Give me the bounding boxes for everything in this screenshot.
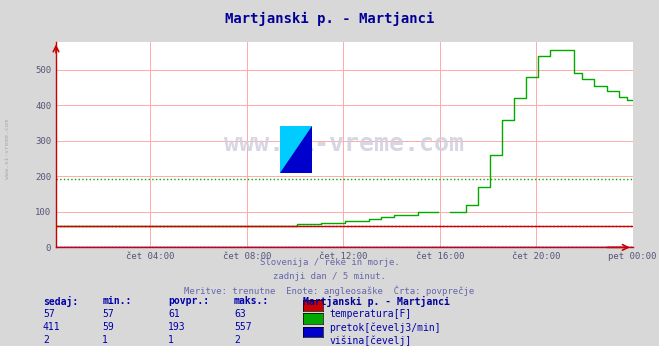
- Text: 2: 2: [234, 335, 240, 345]
- Text: 59: 59: [102, 322, 114, 332]
- Text: 411: 411: [43, 322, 61, 332]
- Text: povpr.:: povpr.:: [168, 296, 209, 306]
- Text: min.:: min.:: [102, 296, 132, 306]
- Text: Slovenija / reke in morje.: Slovenija / reke in morje.: [260, 258, 399, 267]
- Text: 57: 57: [43, 309, 55, 319]
- Polygon shape: [280, 126, 312, 173]
- Text: 57: 57: [102, 309, 114, 319]
- Text: Martjanski p. - Martjanci: Martjanski p. - Martjanci: [303, 296, 450, 307]
- Text: višina[čevelj]: višina[čevelj]: [330, 335, 412, 346]
- Text: sedaj:: sedaj:: [43, 296, 78, 307]
- Text: 61: 61: [168, 309, 180, 319]
- Text: Martjanski p. - Martjanci: Martjanski p. - Martjanci: [225, 12, 434, 26]
- Text: temperatura[F]: temperatura[F]: [330, 309, 412, 319]
- Text: 1: 1: [102, 335, 108, 345]
- Text: 63: 63: [234, 309, 246, 319]
- Text: 1: 1: [168, 335, 174, 345]
- Text: 193: 193: [168, 322, 186, 332]
- Text: www.si-vreme.com: www.si-vreme.com: [224, 133, 465, 156]
- Text: pretok[čevelj3/min]: pretok[čevelj3/min]: [330, 322, 441, 333]
- Polygon shape: [280, 126, 312, 173]
- Text: 557: 557: [234, 322, 252, 332]
- Text: 2: 2: [43, 335, 49, 345]
- Text: zadnji dan / 5 minut.: zadnji dan / 5 minut.: [273, 272, 386, 281]
- Text: maks.:: maks.:: [234, 296, 269, 306]
- Text: www.si-vreme.com: www.si-vreme.com: [5, 119, 11, 179]
- Text: Meritve: trenutne  Enote: angleosaške  Črta: povprečje: Meritve: trenutne Enote: angleosaške Črt…: [185, 285, 474, 296]
